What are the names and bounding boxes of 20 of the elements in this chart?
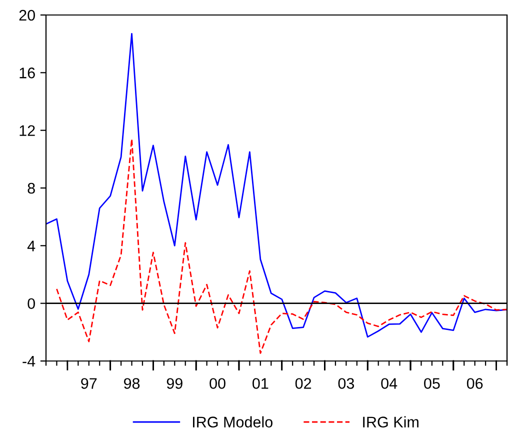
legend-label: IRG Modelo (193, 416, 272, 428)
y-tick-label: 4 (27, 240, 36, 252)
x-tick-label: 97 (81, 378, 97, 389)
x-tick-label: 04 (381, 378, 398, 389)
line-series (56, 138, 507, 354)
y-tick-label: 12 (20, 125, 35, 136)
x-tick-label: 05 (424, 378, 440, 389)
x-tick-label: 03 (338, 378, 354, 389)
y-tick-label: 0 (28, 298, 35, 310)
y-tick-label: -4 (22, 356, 36, 367)
x-tick-label: 00 (210, 378, 226, 389)
x-tick-label: 06 (466, 378, 483, 389)
x-tick-label: 98 (124, 378, 140, 389)
x-tick-label: 02 (295, 378, 312, 389)
x-tick-label: 99 (166, 378, 182, 389)
y-tick-label: 16 (20, 68, 35, 78)
y-tick-label: 8 (28, 182, 35, 194)
legend-label: IRG Kim (363, 416, 418, 428)
y-tick-label: 20 (19, 10, 35, 21)
x-tick-label: 01 (252, 378, 268, 389)
